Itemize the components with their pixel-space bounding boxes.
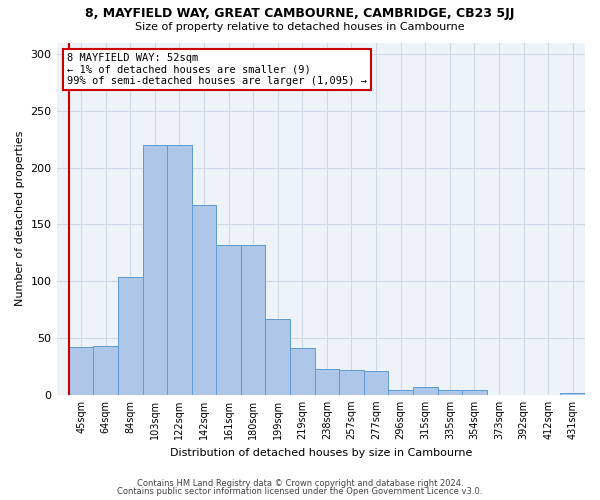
Bar: [265, 318, 290, 395]
Bar: [388, 390, 413, 395]
Text: 8 MAYFIELD WAY: 52sqm
← 1% of detached houses are smaller (9)
99% of semi-detach: 8 MAYFIELD WAY: 52sqm ← 1% of detached h…: [67, 53, 367, 86]
Bar: [118, 276, 143, 395]
Text: Size of property relative to detached houses in Cambourne: Size of property relative to detached ho…: [135, 22, 465, 32]
Bar: [560, 392, 585, 395]
Bar: [69, 347, 94, 395]
Bar: [241, 245, 265, 395]
Bar: [413, 387, 437, 395]
Bar: [143, 145, 167, 395]
X-axis label: Distribution of detached houses by size in Cambourne: Distribution of detached houses by size …: [170, 448, 472, 458]
Bar: [217, 245, 241, 395]
Bar: [364, 371, 388, 395]
Bar: [167, 145, 192, 395]
Bar: [314, 368, 339, 395]
Bar: [94, 346, 118, 395]
Y-axis label: Number of detached properties: Number of detached properties: [15, 131, 25, 306]
Bar: [462, 390, 487, 395]
Bar: [437, 390, 462, 395]
Text: Contains HM Land Registry data © Crown copyright and database right 2024.: Contains HM Land Registry data © Crown c…: [137, 478, 463, 488]
Text: 8, MAYFIELD WAY, GREAT CAMBOURNE, CAMBRIDGE, CB23 5JJ: 8, MAYFIELD WAY, GREAT CAMBOURNE, CAMBRI…: [85, 8, 515, 20]
Bar: [192, 205, 217, 395]
Text: Contains public sector information licensed under the Open Government Licence v3: Contains public sector information licen…: [118, 487, 482, 496]
Bar: [339, 370, 364, 395]
Bar: [290, 348, 314, 395]
